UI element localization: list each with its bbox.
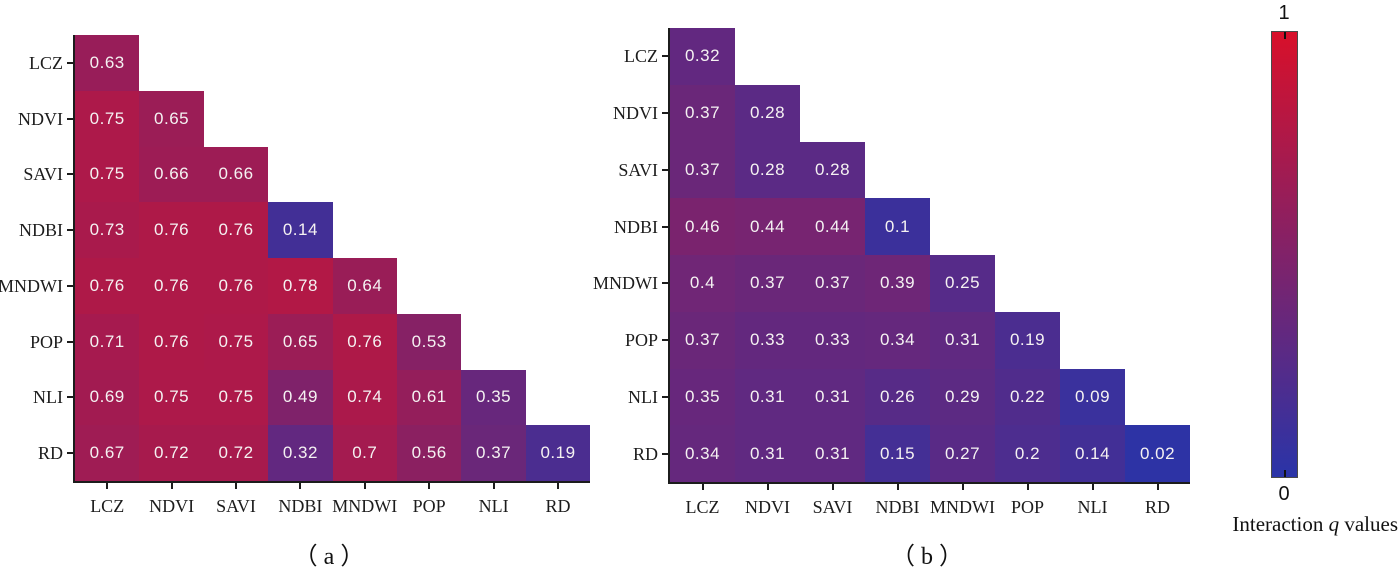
- colorbar-title-text: values: [1339, 512, 1398, 536]
- colorbar-min-label: 0: [1278, 483, 1290, 505]
- colorbar-top-tick: [1284, 32, 1286, 39]
- caption-a: （a）: [293, 544, 371, 570]
- colorbar-title: Interaction q values: [1158, 512, 1398, 537]
- colorbar-max-label: 1: [1278, 2, 1290, 24]
- colorbar-gradient: [1271, 31, 1298, 478]
- colorbar-title-text: Interaction: [1232, 512, 1329, 536]
- colorbar-bottom-tick: [1284, 470, 1286, 477]
- colorbar-title-q: q: [1328, 512, 1340, 536]
- caption-b: （b）: [891, 544, 969, 570]
